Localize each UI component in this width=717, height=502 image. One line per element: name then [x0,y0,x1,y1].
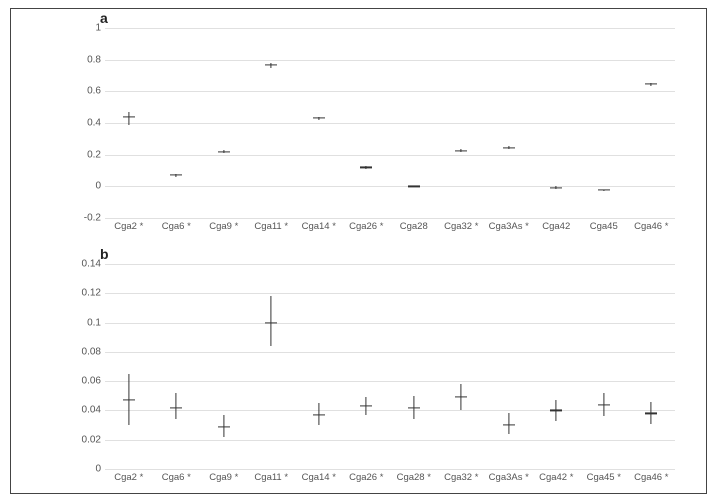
point-marker [218,151,230,152]
ytick-label: 0 [95,181,105,192]
point-marker [170,175,182,176]
point-marker [645,84,657,85]
xtick-label: Cga42 [542,218,570,232]
point-marker [313,118,325,119]
xtick-label: Cga11 * [254,218,288,232]
xtick-label: Cga6 * [162,469,191,483]
gridline [105,381,675,382]
panel-b-plot-area: 00.020.040.060.080.10.120.14Cga2 *Cga6 *… [105,264,675,469]
xtick-label: Cga32 * [444,218,478,232]
xtick-label: Cga45 [590,218,618,232]
point-marker [598,190,610,191]
gridline [105,323,675,324]
xtick-label: Cga9 * [209,469,238,483]
xtick-label: Cga46 * [634,469,668,483]
xtick-label: Cga42 * [539,469,573,483]
point-marker [170,407,182,408]
ytick-label: 0.4 [87,118,105,129]
point-marker [455,150,467,151]
ytick-label: 0.06 [82,376,105,387]
ytick-label: 0.2 [87,149,105,160]
gridline [105,264,675,265]
point-marker [313,414,325,415]
figure-root: a -0.200.20.40.60.81Cga2 *Cga6 *Cga9 *Cg… [0,0,717,502]
ytick-label: 1 [95,23,105,34]
ytick-label: -0.2 [84,213,105,224]
point-marker [550,410,562,411]
xtick-label: Cga46 * [634,218,668,232]
ytick-label: 0.02 [82,434,105,445]
ytick-label: 0.1 [87,317,105,328]
xtick-label: Cga45 * [587,469,621,483]
point-marker [550,187,562,188]
gridline [105,123,675,124]
xtick-label: Cga3As * [489,469,529,483]
xtick-label: Cga28 * [397,469,431,483]
point-marker [123,116,135,117]
point-marker [360,167,372,168]
panel-a-plot-area: -0.200.20.40.60.81Cga2 *Cga6 *Cga9 *Cga1… [105,28,675,218]
gridline [105,155,675,156]
gridline [105,352,675,353]
chart-panel-a: a -0.200.20.40.60.81Cga2 *Cga6 *Cga9 *Cg… [105,28,675,218]
chart-panel-b: b 00.020.040.060.080.10.120.14Cga2 *Cga6… [105,264,675,469]
ytick-label: 0 [95,464,105,475]
gridline [105,440,675,441]
xtick-label: Cga2 * [114,218,143,232]
xtick-label: Cga14 * [302,469,336,483]
point-marker [408,407,420,408]
xtick-label: Cga26 * [349,218,383,232]
xtick-label: Cga28 [400,218,428,232]
xtick-label: Cga3As * [489,218,529,232]
point-marker [265,65,277,66]
point-marker [598,404,610,405]
gridline [105,91,675,92]
xtick-label: Cga2 * [114,469,143,483]
ytick-label: 0.12 [82,288,105,299]
ytick-label: 0.8 [87,54,105,65]
point-marker [455,397,467,398]
ytick-label: 0.08 [82,346,105,357]
xtick-label: Cga9 * [209,218,238,232]
point-marker [503,424,515,425]
point-marker [408,186,420,187]
gridline [105,60,675,61]
xtick-label: Cga26 * [349,469,383,483]
point-marker [218,426,230,427]
point-marker [360,405,372,406]
ytick-label: 0.14 [82,259,105,270]
xtick-label: Cga32 * [444,469,478,483]
xtick-label: Cga14 * [302,218,336,232]
ytick-label: 0.6 [87,86,105,97]
gridline [105,186,675,187]
xtick-label: Cga11 * [254,469,288,483]
point-marker [265,322,277,323]
point-marker [503,147,515,148]
gridline [105,293,675,294]
point-marker [645,413,657,414]
ytick-label: 0.04 [82,405,105,416]
xtick-label: Cga6 * [162,218,191,232]
gridline [105,410,675,411]
error-bar-vertical [128,112,129,125]
point-marker [123,400,135,401]
gridline [105,28,675,29]
